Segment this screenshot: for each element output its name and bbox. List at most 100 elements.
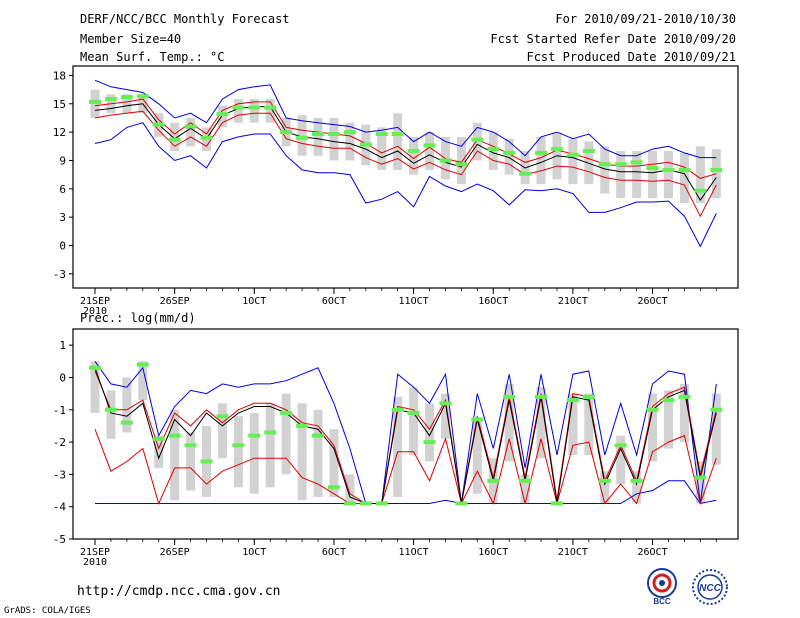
x-tick-label: 26OCT: [637, 547, 667, 558]
median-marker: [359, 142, 372, 147]
median-marker: [152, 122, 165, 127]
median-marker: [678, 167, 691, 172]
plot-frame: [72, 65, 739, 289]
spread-box: [138, 361, 148, 401]
median-marker: [710, 407, 723, 412]
spread-box: [456, 136, 466, 185]
spread-box: [186, 117, 196, 147]
spread-box: [393, 113, 403, 170]
median-marker: [248, 105, 261, 110]
spread-box: [106, 390, 116, 439]
x-tick-label: 21OCT: [558, 296, 588, 307]
median-marker: [184, 124, 197, 129]
x-tick-label: 21SEP: [80, 547, 110, 558]
median-marker: [232, 105, 245, 110]
median-marker: [312, 132, 325, 137]
y-tick-label: 3: [59, 211, 66, 224]
median-marker: [407, 149, 420, 154]
spread-box: [648, 151, 658, 199]
spread-box: [313, 409, 323, 497]
median-marker: [598, 162, 611, 167]
median-marker: [200, 459, 213, 464]
spread-box: [600, 146, 610, 194]
spread-box: [409, 387, 419, 455]
spread-box: [329, 429, 339, 497]
x-tick-label: 6OCT: [322, 547, 346, 558]
x-year-label: 2010: [83, 306, 107, 317]
x-tick-label: 1OCT: [242, 296, 266, 307]
median-marker: [566, 398, 579, 403]
median-marker: [550, 501, 563, 506]
member-size: Member Size=40: [80, 32, 182, 46]
median-marker: [710, 167, 723, 172]
x-tick-label: 26SEP: [160, 296, 190, 307]
median-marker: [694, 475, 707, 480]
median-marker: [120, 420, 133, 425]
spread-box: [409, 136, 419, 175]
spread-box: [648, 393, 658, 462]
spread-box: [249, 413, 259, 494]
x-tick-label: 21SEP: [80, 296, 110, 307]
y-tick-label: 9: [59, 154, 66, 167]
x-tick-label: 11OCT: [399, 296, 429, 307]
median-marker: [280, 411, 293, 415]
series-line-lower: [94, 429, 717, 506]
svg-text:BCC: BCC: [653, 597, 671, 606]
median-marker: [646, 166, 659, 171]
median-marker: [391, 132, 404, 137]
median-marker: [152, 436, 165, 441]
y-tick-label: -3: [53, 468, 66, 481]
median-marker: [678, 394, 691, 399]
spread-box: [440, 393, 450, 439]
series-line-mean: [94, 367, 717, 504]
x-tick-label: 21OCT: [558, 547, 588, 558]
median-marker: [519, 478, 532, 483]
median-marker: [503, 150, 516, 155]
spread-box: [154, 435, 164, 468]
ncc-logo: NCC: [692, 569, 728, 605]
median-marker: [89, 365, 101, 370]
median-marker: [487, 147, 500, 152]
series-line-max: [94, 79, 717, 159]
x-year-label: 2010: [83, 557, 107, 568]
series-line-max: [94, 361, 717, 504]
x-tick-label: 16OCT: [478, 296, 508, 307]
y-tick-label: 15: [53, 98, 66, 111]
median-marker: [359, 501, 372, 506]
spread-box: [695, 461, 705, 504]
spread-box: [281, 393, 291, 475]
median-marker: [312, 433, 325, 438]
median-marker: [598, 478, 611, 483]
median-marker: [104, 97, 117, 102]
median-marker: [375, 132, 388, 137]
median-marker: [662, 398, 675, 403]
median-marker: [232, 443, 245, 448]
spread-box: [520, 474, 530, 504]
median-marker: [550, 147, 563, 152]
median-marker: [375, 501, 388, 506]
x-tick-label: 11OCT: [399, 547, 429, 558]
spread-box: [616, 435, 626, 485]
median-marker: [136, 362, 149, 367]
bcc-logo: BCC: [647, 568, 677, 606]
spread-box: [345, 122, 355, 161]
spread-box: [584, 393, 594, 455]
median-marker: [566, 152, 579, 157]
median-marker: [391, 407, 404, 412]
median-marker: [614, 162, 627, 167]
spread-box: [186, 432, 196, 491]
x-tick-label: 26OCT: [637, 296, 667, 307]
y-tick-label: -2: [53, 436, 66, 449]
median-marker: [216, 414, 229, 419]
median-marker: [296, 423, 309, 428]
median-marker: [343, 130, 356, 135]
source-url[interactable]: http://cmdp.ncc.cma.gov.cn: [77, 584, 281, 599]
y-tick-label: 1: [59, 339, 66, 352]
median-marker: [184, 443, 197, 448]
median-marker: [455, 501, 468, 506]
spread-box: [217, 105, 227, 128]
spread-box: [265, 99, 275, 123]
median-marker: [89, 99, 101, 104]
median-marker: [471, 137, 484, 142]
